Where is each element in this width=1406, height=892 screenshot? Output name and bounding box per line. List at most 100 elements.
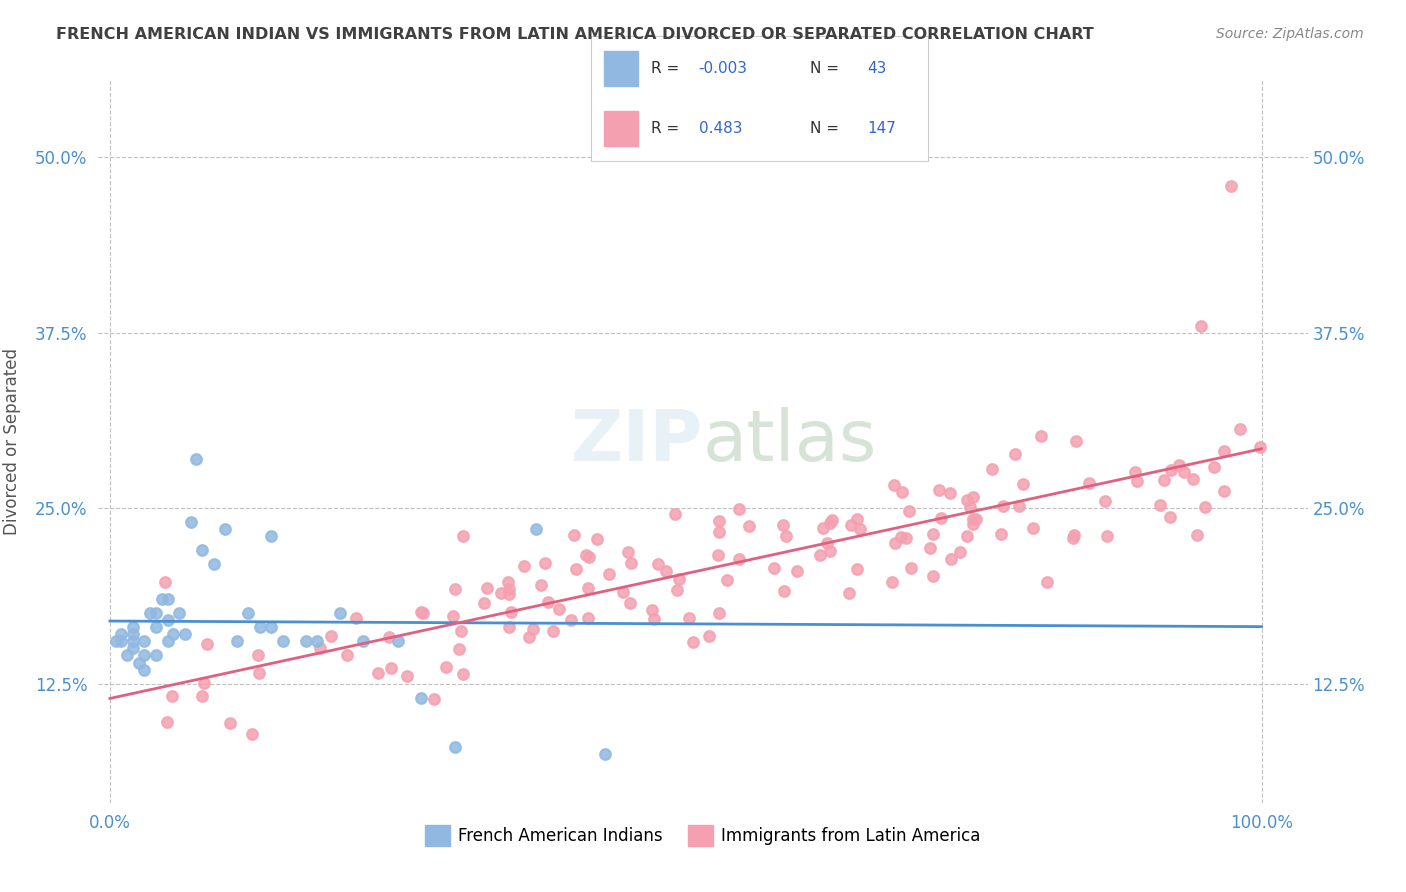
Point bbox=[990, 526, 1012, 541]
Point bbox=[1036, 575, 1059, 590]
Point bbox=[697, 629, 720, 643]
Point bbox=[321, 629, 343, 643]
Text: N =: N = bbox=[810, 61, 844, 76]
Point bbox=[709, 515, 731, 529]
Point bbox=[145, 620, 167, 634]
Point bbox=[249, 620, 271, 634]
Text: atlas: atlas bbox=[703, 407, 877, 476]
Point bbox=[191, 690, 214, 704]
Point bbox=[307, 634, 329, 648]
Point bbox=[1212, 443, 1234, 458]
Point bbox=[1077, 475, 1099, 490]
Point bbox=[962, 490, 984, 504]
Point bbox=[956, 492, 979, 507]
Point bbox=[707, 524, 730, 539]
Point bbox=[512, 559, 534, 574]
Point bbox=[449, 641, 471, 656]
Point bbox=[548, 601, 571, 615]
Point bbox=[1219, 178, 1241, 193]
Point bbox=[664, 507, 686, 521]
Point bbox=[450, 624, 472, 639]
Point bbox=[249, 665, 271, 680]
Point bbox=[496, 575, 519, 590]
Text: R =: R = bbox=[651, 120, 685, 136]
Point bbox=[849, 522, 872, 536]
Point bbox=[965, 512, 987, 526]
Point bbox=[219, 716, 242, 731]
Point bbox=[738, 518, 761, 533]
Point bbox=[949, 545, 972, 559]
Point bbox=[1159, 509, 1181, 524]
Point bbox=[640, 603, 662, 617]
Point bbox=[884, 536, 907, 550]
Point bbox=[562, 528, 585, 542]
Point bbox=[1066, 434, 1088, 448]
Point bbox=[647, 557, 669, 571]
Point bbox=[160, 689, 183, 703]
Point bbox=[815, 536, 838, 550]
Point bbox=[1191, 318, 1213, 333]
Point bbox=[1194, 500, 1216, 514]
Point bbox=[214, 522, 236, 536]
Point bbox=[620, 556, 643, 570]
Point bbox=[576, 611, 599, 625]
Point bbox=[260, 620, 283, 634]
Point bbox=[1094, 493, 1116, 508]
Point bbox=[959, 500, 981, 514]
Point bbox=[145, 648, 167, 663]
Point bbox=[1011, 476, 1033, 491]
Point bbox=[643, 612, 665, 626]
Point bbox=[962, 517, 984, 532]
Point bbox=[524, 522, 547, 536]
Point bbox=[501, 605, 523, 619]
Point bbox=[1173, 466, 1195, 480]
Point bbox=[441, 609, 464, 624]
Point bbox=[560, 613, 582, 627]
Point bbox=[122, 634, 145, 648]
Point bbox=[134, 648, 156, 663]
Point bbox=[541, 624, 564, 638]
Point bbox=[1185, 527, 1208, 541]
Point bbox=[772, 517, 794, 532]
Point bbox=[180, 515, 202, 529]
Point bbox=[104, 634, 127, 648]
Point bbox=[378, 631, 401, 645]
Point bbox=[811, 521, 834, 535]
Point bbox=[195, 637, 218, 651]
Point bbox=[668, 572, 690, 586]
Point bbox=[1126, 474, 1149, 488]
Point bbox=[838, 586, 860, 600]
Point bbox=[173, 627, 195, 641]
Point bbox=[167, 607, 190, 621]
Point bbox=[387, 634, 409, 648]
Point bbox=[122, 641, 145, 656]
Point bbox=[191, 543, 214, 558]
Point bbox=[477, 581, 499, 595]
Point bbox=[576, 581, 599, 595]
Point bbox=[920, 541, 942, 555]
Point bbox=[1149, 498, 1171, 512]
Point bbox=[395, 669, 418, 683]
Point bbox=[294, 634, 316, 648]
Point bbox=[115, 648, 138, 663]
Point bbox=[367, 666, 389, 681]
Point bbox=[922, 569, 945, 583]
Point bbox=[1204, 460, 1226, 475]
Point bbox=[472, 597, 495, 611]
Text: R =: R = bbox=[651, 61, 685, 76]
Text: -0.003: -0.003 bbox=[699, 61, 748, 76]
Point bbox=[186, 452, 208, 467]
Text: ZIP: ZIP bbox=[571, 407, 703, 476]
Point bbox=[666, 582, 689, 597]
Point bbox=[1022, 521, 1045, 535]
Point bbox=[451, 529, 474, 543]
Point bbox=[939, 552, 962, 566]
Point bbox=[707, 549, 730, 563]
Point bbox=[271, 634, 294, 648]
Point bbox=[336, 648, 359, 662]
Point bbox=[409, 690, 432, 705]
Point bbox=[309, 641, 332, 656]
Point bbox=[775, 528, 797, 542]
Point bbox=[240, 726, 263, 740]
Point bbox=[890, 484, 912, 499]
